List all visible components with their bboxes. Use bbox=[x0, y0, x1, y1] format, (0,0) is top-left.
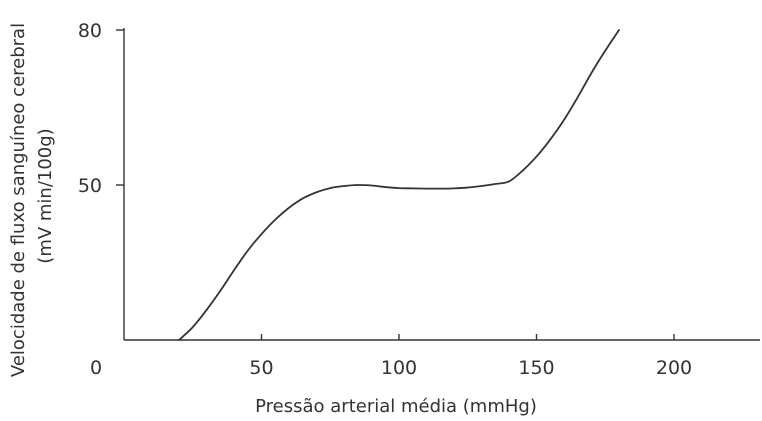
y-axis-title-line-1: Velocidade de fluxo sanguíneo cerebral bbox=[8, 23, 29, 377]
series-layer bbox=[178, 29, 620, 341]
x-ticks: 50 100 150 200 bbox=[249, 334, 692, 379]
x-axis-title: Pressão arterial média (mmHg) bbox=[255, 396, 537, 417]
y-tick-label: 80 bbox=[78, 20, 102, 42]
origin-label: 0 bbox=[90, 357, 102, 379]
x-tick-label: 100 bbox=[381, 357, 417, 379]
y-ticks: 50 80 bbox=[78, 20, 124, 197]
x-tick-label: 200 bbox=[656, 357, 692, 379]
series-line bbox=[178, 29, 620, 341]
x-tick-label: 50 bbox=[249, 357, 273, 379]
axes bbox=[123, 28, 760, 341]
x-tick-label: 150 bbox=[518, 357, 554, 379]
y-axis-title-line-2: (mV min/100g) bbox=[35, 128, 56, 263]
y-tick-label: 50 bbox=[78, 175, 102, 197]
